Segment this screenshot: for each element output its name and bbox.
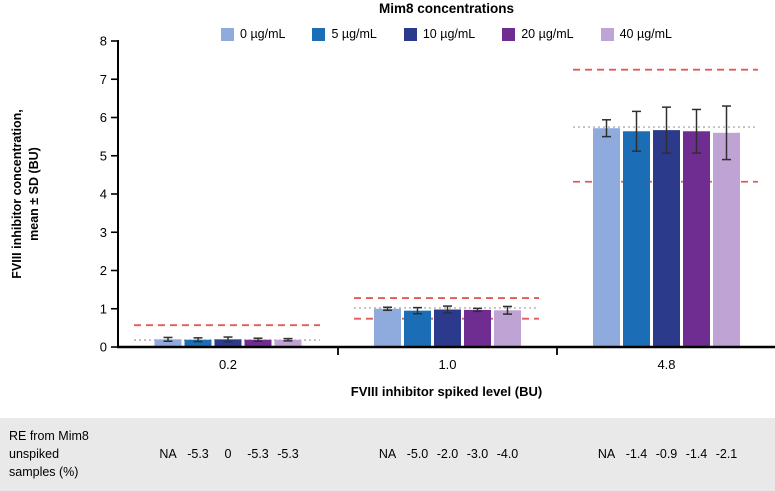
legend-item: 0 µg/mL	[221, 27, 285, 41]
x-axis-title: FVIII inhibitor spiked level (BU)	[350, 384, 543, 399]
legend-label: 10 µg/mL	[422, 27, 476, 41]
legend-item: 20 µg/mL	[502, 27, 574, 41]
bar	[404, 310, 431, 347]
re-table: RE from Mim8 unspiked samples (%) NA -5.3…	[0, 418, 775, 491]
re-value: NA	[378, 447, 397, 461]
bar	[623, 131, 650, 347]
re-table-values: NA -5.3 0 -5.3 -5.3 NA -5.0 -2.0 -3.0 -4.0 NA -1.4-…	[0, 447, 775, 463]
plot-area: 0 1 2 3 4 5 6 7 8 0.2 1.0 4.8	[100, 34, 775, 372]
y-tick-label: 4	[100, 187, 107, 202]
bar	[374, 308, 401, 347]
legend: 0 µg/mL 5 µg/mL 10 µg/mL 20 µg/mL 40 µg/mL	[118, 27, 775, 41]
re-value: -5.0	[406, 447, 429, 461]
legend-swatch-icon	[403, 27, 417, 41]
bar	[653, 130, 680, 347]
y-tick-label: 3	[100, 225, 107, 240]
re-value: -0.9	[655, 447, 678, 461]
bar	[214, 339, 242, 347]
bar	[184, 339, 212, 347]
bar	[244, 339, 272, 347]
legend-item: 10 µg/mL	[403, 27, 476, 41]
legend-label: 5 µg/mL	[331, 27, 377, 41]
legend-item: 40 µg/mL	[600, 27, 672, 41]
y-tick-label: 7	[100, 72, 107, 87]
chart-title: Mim8 concentrations	[378, 1, 515, 16]
x-category-label: 1.0	[438, 357, 456, 372]
bar	[434, 309, 461, 347]
re-value: -5.3	[247, 447, 269, 461]
x-category-label: 4.8	[657, 357, 675, 372]
y-tick-label: 5	[100, 148, 107, 163]
re-value: -2.1	[715, 447, 738, 461]
legend-swatch-icon	[600, 27, 614, 41]
legend-swatch-icon	[221, 27, 235, 41]
bar	[683, 131, 710, 347]
legend-label: 20 µg/mL	[521, 27, 574, 41]
bar	[154, 339, 182, 347]
re-value: -1.4	[685, 447, 708, 461]
re-value: -1.4	[625, 447, 648, 461]
legend-swatch-icon	[502, 27, 516, 41]
re-value: -3.0	[466, 447, 489, 461]
bar	[713, 132, 740, 347]
re-value: -5.3	[277, 447, 299, 461]
bar	[494, 310, 521, 347]
x-category-label: 0.2	[219, 357, 237, 372]
legend-item: 5 µg/mL	[312, 27, 377, 41]
re-value: -4.0	[496, 447, 519, 461]
legend-swatch-icon	[312, 27, 326, 41]
re-table-header: RE from Mim8 unspiked samples (%)	[9, 429, 89, 479]
y-tick-label: 2	[100, 263, 107, 278]
y-tick-label: 0	[100, 340, 107, 355]
bar	[593, 128, 620, 347]
bar	[464, 309, 491, 347]
re-value: 0	[224, 447, 232, 461]
re-value: NA	[159, 447, 177, 461]
re-value: -5.3	[187, 447, 209, 461]
legend-label: 0 µg/mL	[240, 27, 286, 41]
legend-label: 40 µg/mL	[619, 27, 672, 41]
re-value: NA	[597, 447, 616, 461]
re-value: -2.0	[436, 447, 459, 461]
y-tick-label: 8	[100, 34, 107, 49]
y-tick-label: 1	[100, 301, 107, 316]
bar	[274, 339, 302, 347]
y-tick-label: 6	[100, 110, 107, 125]
